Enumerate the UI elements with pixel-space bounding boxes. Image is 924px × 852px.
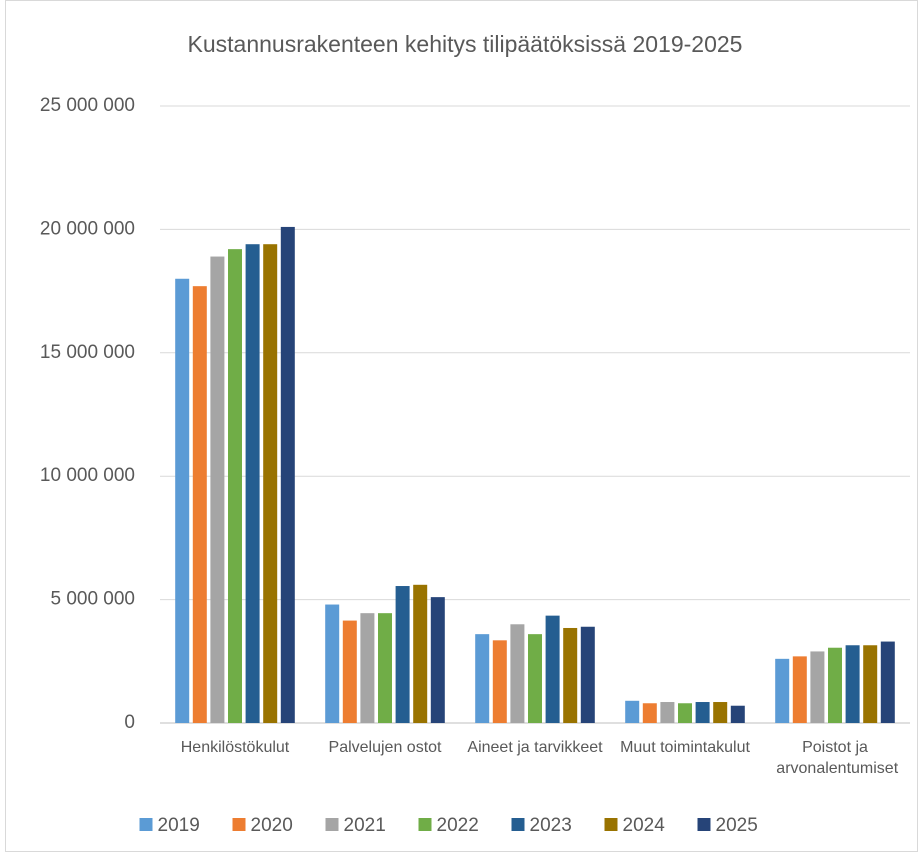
bar [360,613,375,723]
bar [563,627,578,723]
bar [775,658,790,723]
y-tick-label: 25 000 000 [40,95,135,116]
bar [625,700,640,723]
legend-label: 2019 [158,815,200,836]
bar [792,656,807,723]
bar [828,647,842,723]
bar [580,626,595,723]
bar [395,586,410,723]
bar [863,645,878,723]
legend-label: 2022 [437,815,479,836]
legend-label: 2025 [716,815,758,836]
x-tick-label: Muut toimintakulut [620,739,750,756]
legend-label: 2020 [251,815,293,836]
bar [192,286,207,723]
bar [660,702,675,723]
bar [528,634,542,723]
bar [378,613,392,723]
chart-border [5,0,918,852]
x-tick-label: Aineet ja tarvikkeet [467,739,603,756]
legend-swatch [325,818,339,831]
legend-swatch [139,818,153,831]
chart-title: Kustannusrakenteen kehitys tilipäätöksis… [188,31,743,57]
x-tick-label: Palvelujen ostot [329,739,443,756]
legend-swatch [418,818,432,831]
bar [810,651,825,723]
bar [210,256,225,723]
bar [413,584,428,723]
y-tick-label: 10 000 000 [40,465,135,486]
y-tick-label: 15 000 000 [40,342,135,363]
bar [245,244,260,723]
bar [263,244,278,723]
x-tick-label: Poistot ja arvonalentumiset [772,739,899,777]
legend-label: 2023 [530,815,572,836]
bar [510,624,525,723]
bar [880,641,895,723]
bar [280,226,295,723]
legend-swatch [232,818,246,831]
x-tick-label: Henkilöstökulut [181,739,290,756]
bar [678,703,692,723]
bar [175,278,190,723]
bar [325,604,340,723]
bar [492,640,507,723]
y-tick-label: 5 000 000 [50,589,135,610]
legend-swatch [511,818,525,831]
legend-label: 2021 [344,815,386,836]
bar [695,702,710,723]
y-tick-label: 0 [124,712,135,733]
bar [545,615,560,723]
legend-swatch [697,818,711,831]
bar [342,620,357,723]
bar [713,702,728,723]
bar [642,703,657,723]
y-tick-label: 20 000 000 [40,218,135,239]
bar [475,634,490,723]
legend-label: 2024 [623,815,666,836]
bar [228,249,242,724]
bar [730,705,745,723]
bar [430,597,445,723]
bar [845,645,860,723]
legend-swatch [604,818,618,831]
